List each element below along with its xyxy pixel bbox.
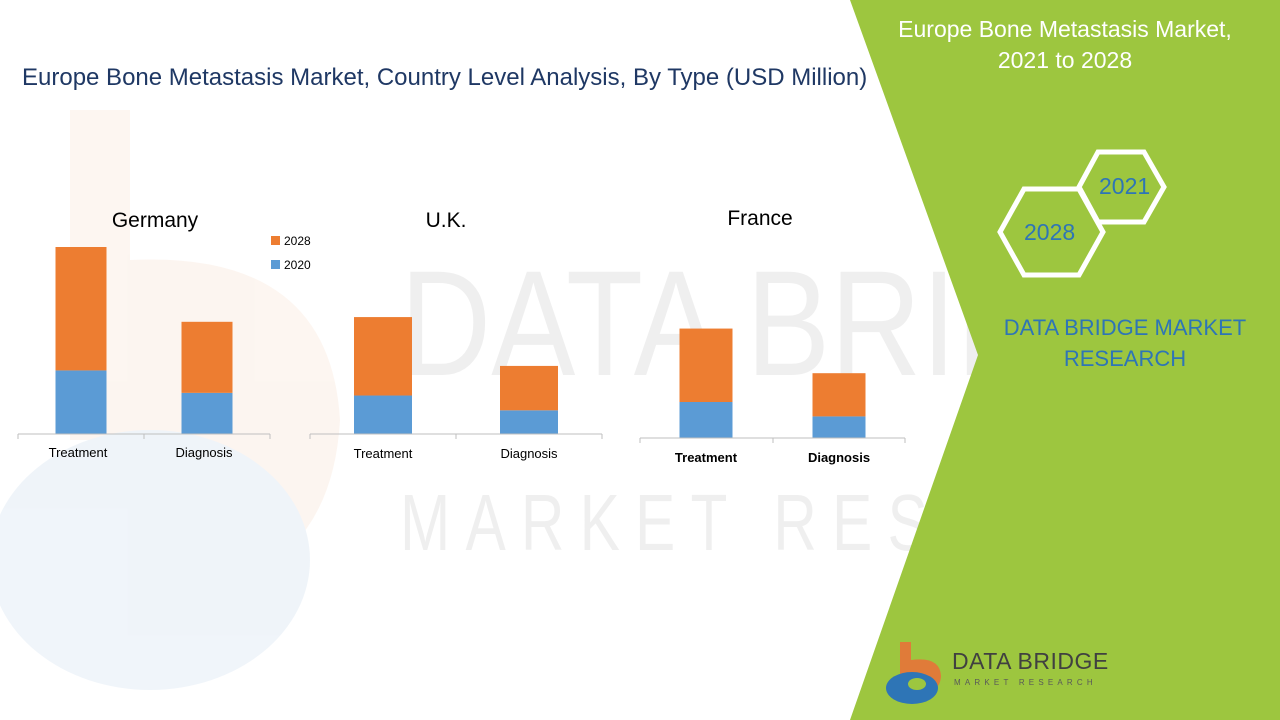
bar-treatment-2028 (55, 247, 107, 371)
chart-title: U.K. (426, 209, 467, 232)
hexagon-2028 (997, 186, 1106, 278)
brand-name-side: DATA BRIDGE MARKET RESEARCH (975, 312, 1275, 374)
brand-line2: RESEARCH (1063, 346, 1187, 371)
category-label-diagnosis: Diagnosis (808, 450, 870, 465)
bar-diagnosis-2020 (812, 416, 866, 438)
green-side-panel (850, 0, 1280, 720)
legend-label-2028: 2028 (284, 234, 311, 248)
side-panel-title: Europe Bone Metastasis Market, 2021 to 2… (870, 14, 1260, 76)
chart-france: France Treatment Diagnosis (639, 207, 906, 465)
brand-logo-icon (886, 642, 941, 704)
page-title: Europe Bone Metastasis Market, Country L… (22, 64, 868, 91)
bar-treatment-2020 (55, 370, 107, 434)
legend-swatch-2020 (271, 260, 280, 269)
bar-treatment-2028 (354, 317, 412, 396)
legend-label-2020: 2020 (284, 258, 311, 272)
bar-diagnosis-2028 (812, 373, 866, 417)
brand-line1: DATA BRIDGE MARKET (1003, 315, 1247, 340)
hex-label-2021: 2021 (1099, 173, 1151, 199)
category-label-treatment: Treatment (354, 446, 413, 461)
side-title-line1: Europe Bone Metastasis Market, (898, 16, 1232, 42)
legend: 2028 2020 (271, 234, 311, 272)
chart-title: France (727, 207, 792, 230)
bar-diagnosis-2028 (500, 365, 558, 411)
hex-label-2028: 2028 (1024, 219, 1076, 245)
watermark-logo (0, 110, 340, 690)
bar-treatment-2020 (679, 402, 733, 438)
category-label-diagnosis: Diagnosis (500, 446, 558, 461)
bar-diagnosis-2028 (181, 321, 233, 393)
bar-diagnosis-2020 (181, 392, 233, 434)
bar-treatment-2028 (679, 328, 733, 402)
chart-title: Germany (112, 209, 199, 232)
chart-germany: Germany Treatment Diagnosis 2028 2020 (17, 209, 311, 460)
bar-treatment-2020 (354, 395, 412, 434)
logo-name: DATA BRIDGE (952, 648, 1109, 674)
side-title-line2: 2021 to 2028 (997, 47, 1133, 73)
logo-tagline: MARKET RESEARCH (954, 678, 1097, 687)
category-label-treatment: Treatment (675, 450, 738, 465)
bar-diagnosis-2020 (500, 410, 558, 434)
chart-u-k: U.K. Treatment Diagnosis (309, 209, 603, 461)
category-label-diagnosis: Diagnosis (175, 445, 233, 460)
legend-swatch-2028 (271, 236, 280, 245)
category-label-treatment: Treatment (49, 445, 108, 460)
